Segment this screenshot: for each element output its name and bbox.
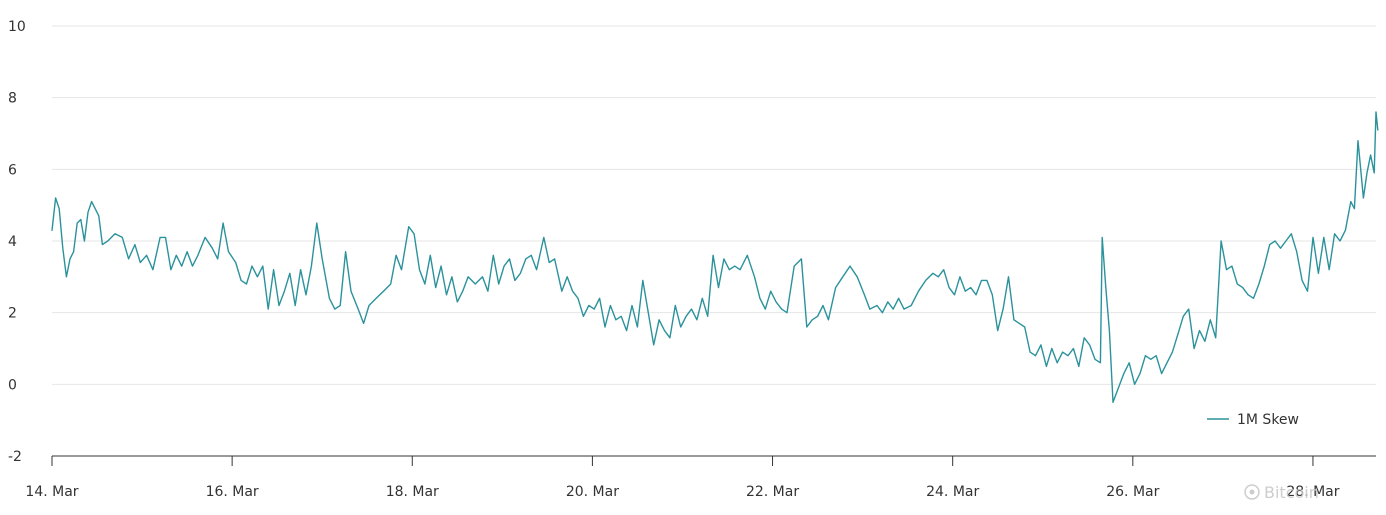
x-tick-label: 20. Mar (566, 484, 619, 500)
watermark: Bitcoin (1244, 483, 1319, 502)
y-tick-label: 8 (8, 91, 17, 107)
y-tick-label: 0 (8, 377, 17, 393)
watermark-logo-icon-inner (1249, 489, 1255, 495)
legend-label-1m-skew[interactable]: 1M Skew (1237, 412, 1299, 428)
x-tick-label: 14. Mar (25, 484, 78, 500)
x-tick-label: 18. Mar (386, 484, 439, 500)
x-tick-label: 24. Mar (926, 484, 979, 500)
watermark-text: Bitcoin (1264, 483, 1319, 502)
y-tick-label: 2 (8, 306, 17, 322)
x-tick-label: 22. Mar (746, 484, 799, 500)
legend[interactable]: 1M Skew (1207, 412, 1299, 428)
x-tick-label: 26. Mar (1106, 484, 1159, 500)
y-tick-label: 10 (8, 19, 26, 35)
series-group (51, 111, 1379, 403)
x-tick-label: 16. Mar (206, 484, 259, 500)
watermark-logo-icon (1244, 484, 1260, 500)
y-tick-label: 6 (8, 162, 17, 178)
x-tick-label: 28. Mar (1286, 484, 1339, 500)
x-axis: 14. Mar 16. Mar 18. Mar 20. Mar 22. Mar 24. M… (25, 455, 1376, 500)
y-axis: -2 0 2 4 6 8 10 (8, 19, 26, 465)
series-line-1m-skew[interactable] (51, 111, 1379, 403)
y-tick-label: 4 (8, 234, 17, 250)
grid-lines (52, 25, 1376, 385)
y-tick-label: -2 (8, 449, 22, 465)
